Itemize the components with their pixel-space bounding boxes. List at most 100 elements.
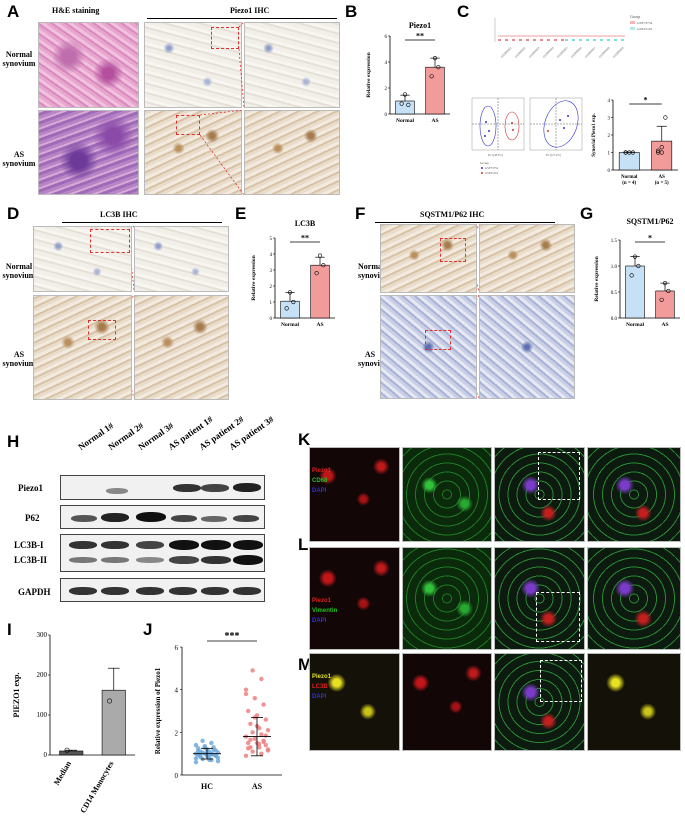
data-point (198, 754, 203, 759)
data-point (659, 145, 664, 150)
y-tick-label: 3 (270, 269, 273, 274)
y-tick-label: 0 (608, 169, 611, 174)
svg-text:PC1(27.9%): PC1(27.9%) (546, 153, 561, 157)
panel-m-merge-image (494, 653, 585, 751)
bar (618, 152, 640, 171)
chart-c: 0 1 2 3 4 Synovial Piezo1 exp. Normal(n = 4) AS… (592, 96, 678, 186)
data-point (314, 271, 319, 276)
x-tick-label: AS (431, 118, 438, 124)
panel-a-he-title: H&E staining (52, 6, 100, 15)
panel-d-normal-zoom-image (134, 226, 229, 292)
blot-row-label-lc3b-ii: LC3B-II (14, 555, 48, 565)
panel-c-group-title: Group (630, 14, 640, 19)
panel-letter-j: J (143, 620, 153, 639)
significance-label: ** (301, 234, 309, 243)
panel-d-as-zoom-image (134, 295, 229, 400)
panel-h-western-blot: Normal 1# Normal 2# Normal 3# AS patient… (0, 414, 290, 620)
data-point (265, 728, 271, 733)
x-tick-label: Normal (281, 322, 299, 328)
bar (310, 264, 330, 319)
panel-a-he-as-image (38, 110, 139, 195)
x-tick-label: AS (252, 782, 263, 791)
chart-g: SQSTM1/P62 0.0 0.5 1.0 1.5 Relative expressio… (594, 218, 680, 328)
data-point (64, 747, 70, 753)
data-point (284, 306, 289, 311)
panel-f-zoom-box-as (425, 330, 451, 350)
y-tick-label: 2 (175, 729, 179, 737)
y-tick-label: 4 (608, 99, 611, 104)
data-point (662, 281, 668, 286)
panel-letter-i: I (7, 620, 12, 639)
panel-f-as-zoom-image (479, 295, 575, 399)
y-axis-label: Relative expression (251, 255, 257, 300)
panel-letter-c: C (457, 2, 470, 21)
data-point (196, 748, 201, 754)
panel-k-zoom-box (538, 452, 580, 500)
svg-text:GSM00004: GSM00004 (542, 46, 555, 59)
panel-d-title-line (62, 222, 222, 223)
panel-d-row-as-label: AS synovium (2, 350, 36, 368)
data-point (265, 748, 271, 753)
data-point (630, 150, 635, 155)
data-point (261, 739, 266, 745)
panel-letter-b: B (345, 2, 358, 21)
data-point (321, 263, 326, 268)
data-point (656, 148, 661, 153)
y-axis-label: Relative expression of Piezo1 (154, 667, 162, 754)
significance-label: *** (225, 631, 240, 642)
data-point (257, 741, 262, 747)
data-point (252, 696, 257, 701)
panel-a-he-normal-image (38, 22, 139, 108)
panel-d-row-normal-label: Normal synovium (2, 262, 36, 280)
data-point (432, 55, 438, 61)
svg-text:GSM00005: GSM00005 (556, 46, 569, 59)
panel-m-zoom-image (587, 653, 681, 751)
data-point (436, 65, 441, 70)
data-point (632, 254, 638, 259)
blot-strip-lc3b (60, 534, 265, 572)
data-point (257, 745, 262, 750)
x-tick-label: HC (201, 782, 213, 791)
x-tick-label: AS (659, 175, 666, 180)
data-point (406, 102, 411, 107)
data-point (629, 273, 634, 278)
y-tick-label: 1 (270, 301, 273, 306)
panel-d-title: LC3B IHC (100, 210, 138, 219)
panel-a-ihc-title: Piezo1 IHC (230, 6, 270, 15)
panel-f-as-image (380, 295, 477, 399)
bar (625, 265, 645, 319)
panel-c-pca-legend-2: GSE25101 (485, 171, 499, 175)
data-point (250, 668, 255, 673)
panel-d-as-image (33, 295, 132, 400)
data-point (291, 299, 296, 305)
data-point (215, 758, 221, 764)
panel-l-zoom-box (536, 592, 580, 642)
x-tick-label: (n = 5) (655, 181, 669, 186)
y-axis-label: Synovial Piezo1 exp. (592, 113, 597, 157)
panel-l-merge-image (494, 547, 585, 650)
x-tick-label: Median (52, 759, 73, 787)
chart-e: LC3B 0 1 2 3 4 5 Relative expression Normal AS ** (251, 220, 335, 328)
panel-letter-h: H (7, 432, 20, 451)
y-tick-label: 300 (37, 631, 48, 639)
blot-row-label-gapdh: GAPDH (18, 587, 51, 597)
panel-l-label-3: DAPI (312, 618, 327, 624)
panel-m-label-1: Piezo1 (312, 674, 332, 680)
panel-c-legend-2: GSE25101 (637, 27, 653, 31)
y-tick-label: 2 (608, 134, 611, 139)
data-point (213, 753, 218, 758)
data-point (263, 733, 268, 738)
panel-c-heatmap-svg: GSM00001 GSM00002 GSM00003 GSM00004 GSM0… (494, 14, 653, 59)
panel-m-zoom-box (540, 660, 582, 702)
svg-text:GSM00002: GSM00002 (514, 46, 527, 59)
panel-letter-l: L (298, 535, 309, 554)
data-point (429, 74, 434, 79)
blot-strip-piezo1 (60, 475, 265, 500)
panel-letter-e: E (235, 204, 247, 223)
bar (425, 66, 445, 115)
data-point (636, 263, 641, 269)
panel-a-ihc-normal-zoom-image (244, 22, 340, 108)
data-point (261, 702, 266, 707)
chart-title: Piezo1 (409, 21, 431, 30)
data-point (248, 737, 253, 742)
